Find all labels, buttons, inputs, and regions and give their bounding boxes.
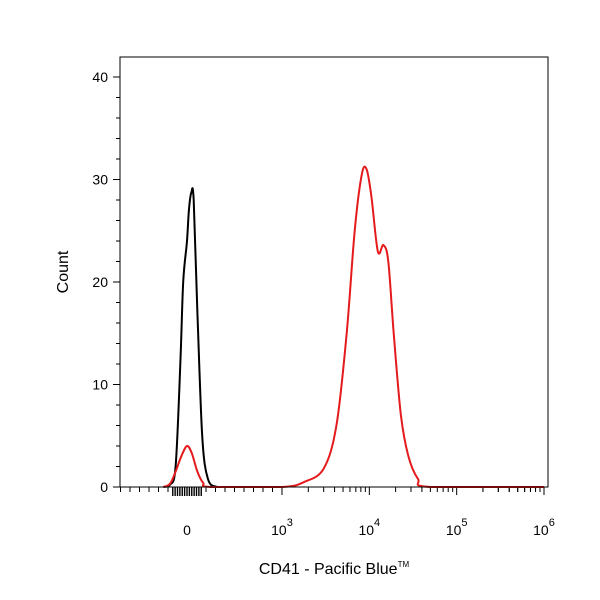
y-axis-ticks: 0 10 20 30 40 xyxy=(92,69,120,495)
x-axis-ticks: 0 103 104 105 106 xyxy=(183,487,555,538)
x-tick-label-3: 105 xyxy=(446,517,468,538)
y-axis-label: Count xyxy=(55,250,72,293)
x-tick-label-4: 106 xyxy=(533,517,555,538)
x-tick-exponent-4: 6 xyxy=(549,517,555,529)
y-tick-label-3: 30 xyxy=(92,172,108,188)
x-tick-exponent-2: 4 xyxy=(374,517,380,529)
plot-frame xyxy=(119,56,549,488)
x-axis-label: CD41 - Pacific BlueTM xyxy=(259,560,410,578)
x-tick-label-2: 104 xyxy=(358,517,380,538)
y-tick-label-4: 40 xyxy=(92,69,108,85)
minor-ticks xyxy=(116,97,541,496)
x-tick-label-0: 0 xyxy=(183,522,191,538)
x-tick-label-1: 103 xyxy=(271,517,293,538)
series-line-1 xyxy=(162,165,545,489)
x-tick-exponent-1: 3 xyxy=(287,517,293,529)
y-tick-label-2: 20 xyxy=(92,274,108,290)
series-line-0 xyxy=(163,187,235,489)
y-tick-label-0: 0 xyxy=(100,479,108,495)
y-tick-label-1: 10 xyxy=(92,377,108,393)
x-tick-exponent-3: 5 xyxy=(461,517,467,529)
data-series xyxy=(162,165,545,489)
